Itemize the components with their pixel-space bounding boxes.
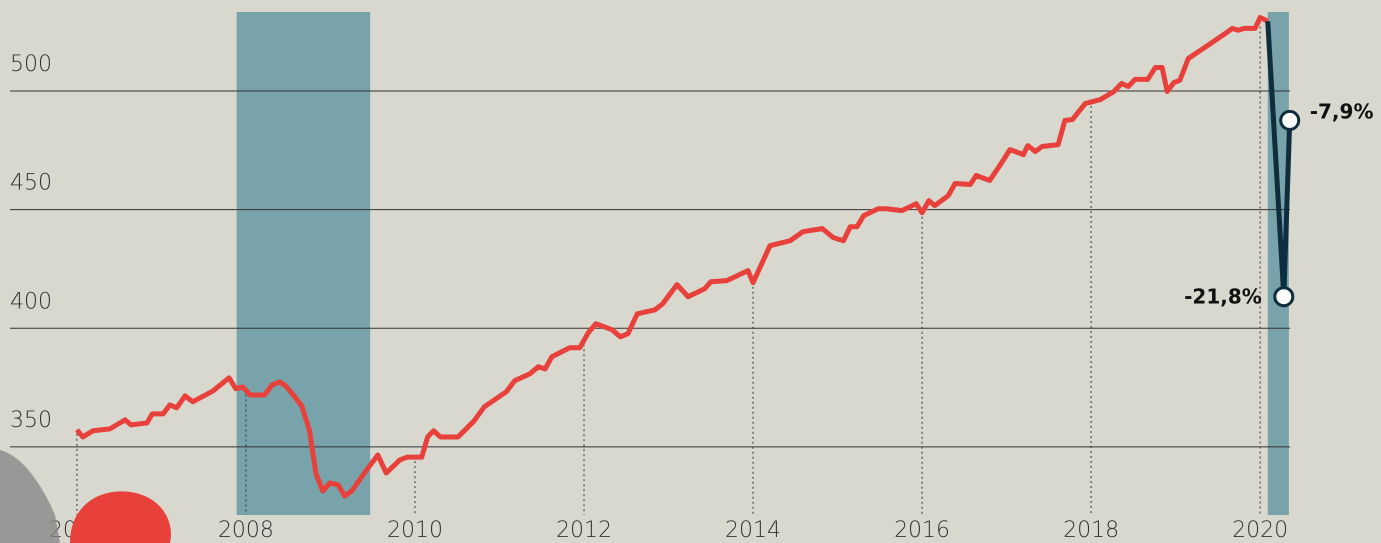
y-tick-label: 400 <box>10 289 52 314</box>
photo-fragment <box>0 450 171 543</box>
y-tick-label: 450 <box>10 171 52 196</box>
photo-cap <box>70 491 171 543</box>
x-tick-label: 2010 <box>387 518 443 543</box>
recession-band <box>236 12 371 515</box>
annotation: -7,9% <box>1310 99 1374 123</box>
annotation: -21,8% <box>1184 285 1262 309</box>
point <box>1279 109 1301 131</box>
x-tick-label: 2020 <box>1232 518 1288 543</box>
point <box>1273 286 1295 308</box>
line <box>74 14 1269 499</box>
x-tick-label: 2014 <box>725 518 781 543</box>
x-tick-label: 2018 <box>1063 518 1119 543</box>
photo-hair <box>0 450 60 543</box>
x-tick-label: 2012 <box>556 518 612 543</box>
x-tick-label: 2008 <box>218 518 274 543</box>
y-tick-label: 350 <box>10 408 52 433</box>
x-tick-label: 2016 <box>894 518 950 543</box>
y-tick-label: 500 <box>10 52 52 77</box>
